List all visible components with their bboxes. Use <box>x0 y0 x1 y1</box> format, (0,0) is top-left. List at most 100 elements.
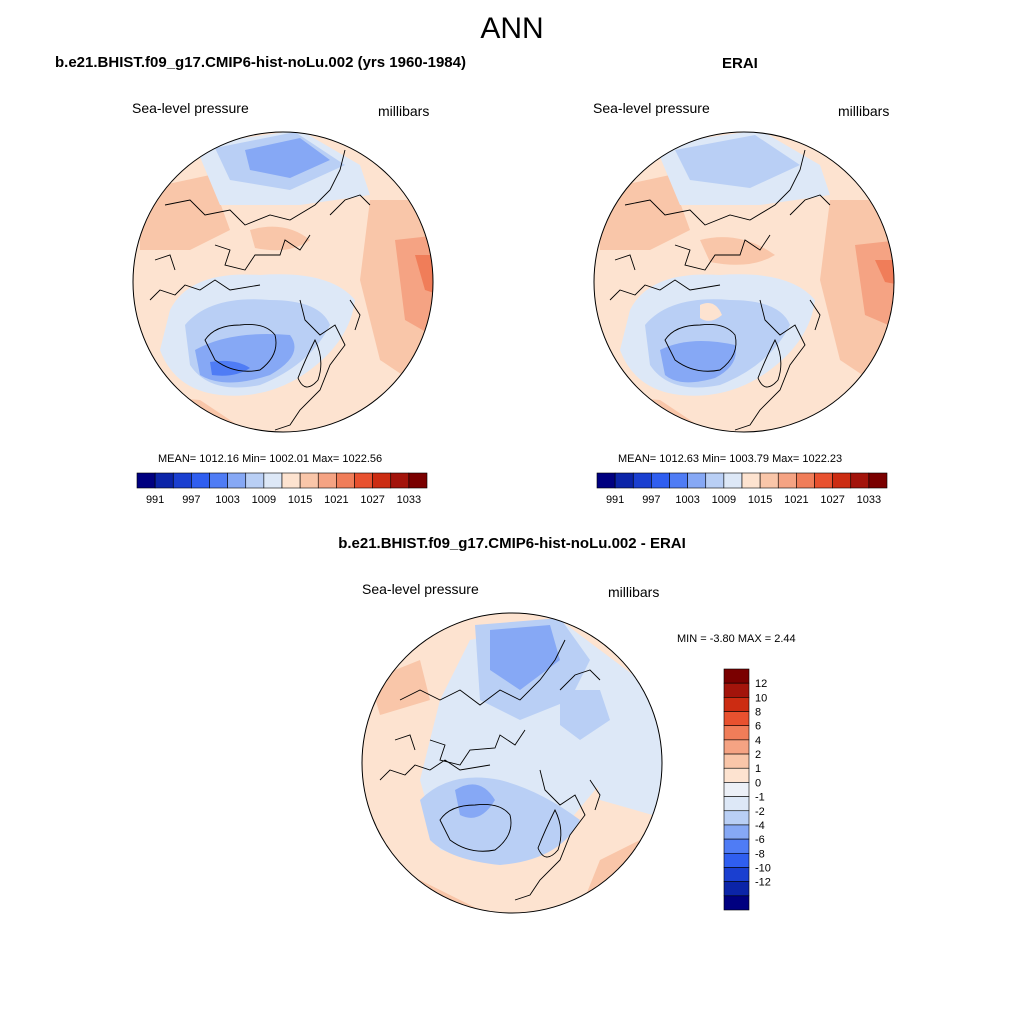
colorbar-tick-label: -12 <box>755 877 771 889</box>
colorbar-tick-label: 1 <box>755 763 761 775</box>
colorbar-panel-2: 991 997 1003 1009 1015 1021 1027 1033 <box>596 472 888 506</box>
colorbar-box <box>850 472 870 489</box>
colorbar-box <box>723 838 750 854</box>
colorbar-box <box>669 472 688 489</box>
colorbar-tick-label: -1 <box>755 792 765 804</box>
colorbar-box <box>723 767 750 783</box>
colorbar-box <box>651 472 670 489</box>
colorbar-box <box>796 472 815 489</box>
panel-2-stats: MEAN= 1012.63 Min= 1003.79 Max= 1022.23 <box>618 453 843 465</box>
panel-2-units-label: millibars <box>838 103 890 119</box>
colorbar-box <box>741 472 761 489</box>
colorbar-box <box>596 472 616 489</box>
colorbar-box <box>723 824 750 840</box>
colorbar-box <box>723 697 750 712</box>
colorbar-box <box>759 472 779 489</box>
colorbar-tick-label: 1021 <box>784 494 808 506</box>
panel-2-variable-label: Sea-level pressure <box>593 100 710 116</box>
colorbar-tick-label: 1009 <box>252 494 276 506</box>
colorbar-box <box>723 753 750 769</box>
colorbar-box <box>336 472 355 489</box>
colorbar-box <box>390 472 410 489</box>
colorbar-tick-label: 1027 <box>820 494 844 506</box>
colorbar-box <box>136 472 156 489</box>
panel-1-units-label: millibars <box>378 103 430 119</box>
panel-1-stats: MEAN= 1012.16 Min= 1002.01 Max= 1022.56 <box>158 453 383 465</box>
colorbar-tick-label: 10 <box>755 692 767 704</box>
colorbar-box <box>227 472 247 489</box>
colorbar-tick-label: 2 <box>755 749 761 761</box>
colorbar-tick-label: 1015 <box>748 494 772 506</box>
colorbar-box <box>723 852 750 868</box>
colorbar-tick-label: 1015 <box>288 494 312 506</box>
colorbar-tick-label: 4 <box>755 735 761 747</box>
map-panel-3 <box>361 612 663 914</box>
colorbar-box <box>723 782 750 797</box>
colorbar-box <box>172 472 192 489</box>
colorbar-box <box>687 472 707 489</box>
figure-title: ANN <box>480 12 544 45</box>
colorbar-box <box>263 472 283 489</box>
colorbar-box <box>281 472 301 489</box>
colorbar-tick-label: 1003 <box>215 494 239 506</box>
colorbar-box <box>723 472 743 489</box>
colorbar-tick-label: -8 <box>755 848 765 860</box>
colorbar-tick-label: 991 <box>146 494 164 506</box>
colorbar-box <box>299 472 319 489</box>
colorbar-box <box>814 472 833 489</box>
colorbar-box <box>245 472 265 489</box>
panel-3-title: b.e21.BHIST.f09_g17.CMIP6-hist-noLu.002 … <box>338 535 686 552</box>
map-panel-1 <box>132 131 434 433</box>
colorbar-box <box>723 682 750 698</box>
colorbar-box <box>154 472 174 489</box>
colorbar-box <box>723 711 750 727</box>
colorbar-tick-label: 6 <box>755 721 761 733</box>
panel-2-title: ERAI <box>722 55 758 72</box>
colorbar-box <box>723 668 750 684</box>
colorbar-tick-label: -4 <box>755 820 765 832</box>
colorbar-box <box>723 895 750 911</box>
colorbar-tick-label: 12 <box>755 678 767 690</box>
colorbar-box <box>705 472 725 489</box>
colorbar-box <box>614 472 634 489</box>
colorbar-box <box>408 472 428 489</box>
colorbar-panel-1: 991 997 1003 1009 1015 1021 1027 1033 <box>136 472 428 506</box>
colorbar-box <box>723 739 750 755</box>
colorbar-tick-label: 1027 <box>360 494 384 506</box>
panel-1-variable-label: Sea-level pressure <box>132 100 249 116</box>
colorbar-tick-label: 1009 <box>712 494 736 506</box>
colorbar-box <box>777 472 797 489</box>
colorbar-box <box>723 867 750 882</box>
colorbar-tick-label: 997 <box>642 494 660 506</box>
map-panel-2 <box>593 131 895 433</box>
panel-3-units-label: millibars <box>608 584 660 600</box>
colorbar-tick-label: 991 <box>606 494 624 506</box>
panel-3-variable-label: Sea-level pressure <box>362 581 479 597</box>
colorbar-tick-label: -6 <box>755 834 765 846</box>
colorbar-box <box>632 472 652 489</box>
panel-3-stats: MIN = -3.80 MAX = 2.44 <box>677 633 796 645</box>
colorbar-box <box>723 796 750 812</box>
colorbar-box <box>868 472 888 489</box>
colorbar-tick-label: 997 <box>182 494 200 506</box>
colorbar-box <box>832 472 852 489</box>
colorbar-tick-label: -2 <box>755 806 765 818</box>
colorbar-box <box>723 810 750 826</box>
colorbar-tick-label: 1021 <box>324 494 348 506</box>
colorbar-tick-label: 1003 <box>675 494 699 506</box>
colorbar-box <box>191 472 210 489</box>
colorbar-box <box>354 472 373 489</box>
colorbar-tick-label: 1033 <box>857 494 881 506</box>
colorbar-box <box>372 472 392 489</box>
panel-1-title: b.e21.BHIST.f09_g17.CMIP6-hist-noLu.002 … <box>55 54 466 71</box>
colorbar-tick-label: -10 <box>755 862 771 874</box>
colorbar-tick-label: 8 <box>755 707 761 719</box>
colorbar-box <box>317 472 337 489</box>
colorbar-box <box>723 725 750 741</box>
colorbar-tick-label: 0 <box>755 777 761 789</box>
colorbar-tick-label: 1033 <box>397 494 421 506</box>
colorbar-box <box>209 472 228 489</box>
colorbar-box <box>723 881 750 897</box>
